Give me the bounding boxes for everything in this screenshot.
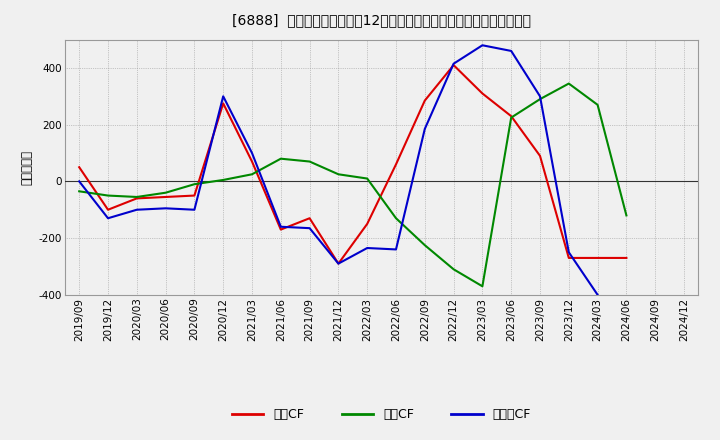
フリーCF — [276, 224, 285, 229]
Text: [6888]  キャッシュフローの12か月移動合計の対前年同期増減額の推移: [6888] キャッシュフローの12か月移動合計の対前年同期増減額の推移 — [232, 13, 531, 27]
投賃CF — [75, 189, 84, 194]
フリーCF — [75, 179, 84, 184]
Line: フリーCF: フリーCF — [79, 45, 598, 295]
営業CF — [334, 261, 343, 266]
営業CF — [507, 114, 516, 119]
営業CF — [132, 196, 141, 201]
フリーCF — [334, 261, 343, 266]
営業CF — [161, 194, 170, 200]
営業CF — [564, 255, 573, 260]
投賃CF — [564, 81, 573, 86]
フリーCF — [104, 216, 112, 221]
営業CF — [363, 221, 372, 227]
フリーCF — [248, 150, 256, 156]
投賃CF — [392, 216, 400, 221]
投賃CF — [449, 267, 458, 272]
営業CF — [75, 165, 84, 170]
営業CF — [305, 216, 314, 221]
営業CF — [536, 153, 544, 158]
フリーCF — [449, 61, 458, 66]
投賃CF — [622, 213, 631, 218]
フリーCF — [478, 43, 487, 48]
フリーCF — [363, 246, 372, 251]
フリーCF — [392, 247, 400, 252]
投賃CF — [104, 193, 112, 198]
営業CF — [622, 255, 631, 260]
営業CF — [104, 207, 112, 213]
投賃CF — [536, 96, 544, 102]
投賃CF — [132, 194, 141, 200]
投賃CF — [305, 159, 314, 164]
営業CF — [392, 162, 400, 167]
フリーCF — [507, 48, 516, 54]
フリーCF — [564, 249, 573, 255]
投賃CF — [190, 182, 199, 187]
投賃CF — [420, 242, 429, 248]
投賃CF — [161, 190, 170, 195]
フリーCF — [305, 226, 314, 231]
営業CF — [593, 255, 602, 260]
フリーCF — [420, 126, 429, 132]
Legend: 営業CF, 投賃CF, フリーCF: 営業CF, 投賃CF, フリーCF — [228, 403, 536, 426]
Y-axis label: （百万円）: （百万円） — [20, 150, 33, 185]
投賃CF — [593, 102, 602, 107]
Line: 営業CF: 営業CF — [79, 65, 626, 264]
フリーCF — [132, 207, 141, 213]
営業CF — [190, 193, 199, 198]
フリーCF — [593, 292, 602, 297]
営業CF — [248, 159, 256, 164]
営業CF — [276, 227, 285, 232]
投賃CF — [363, 176, 372, 181]
投賃CF — [507, 115, 516, 120]
営業CF — [420, 98, 429, 103]
営業CF — [449, 62, 458, 68]
フリーCF — [219, 94, 228, 99]
営業CF — [478, 91, 487, 96]
営業CF — [219, 101, 228, 106]
投賃CF — [334, 172, 343, 177]
投賃CF — [248, 172, 256, 177]
フリーCF — [536, 94, 544, 99]
投賃CF — [478, 284, 487, 289]
Line: 投賃CF: 投賃CF — [79, 84, 626, 286]
投賃CF — [219, 177, 228, 183]
フリーCF — [161, 205, 170, 211]
投賃CF — [276, 156, 285, 161]
フリーCF — [190, 207, 199, 213]
